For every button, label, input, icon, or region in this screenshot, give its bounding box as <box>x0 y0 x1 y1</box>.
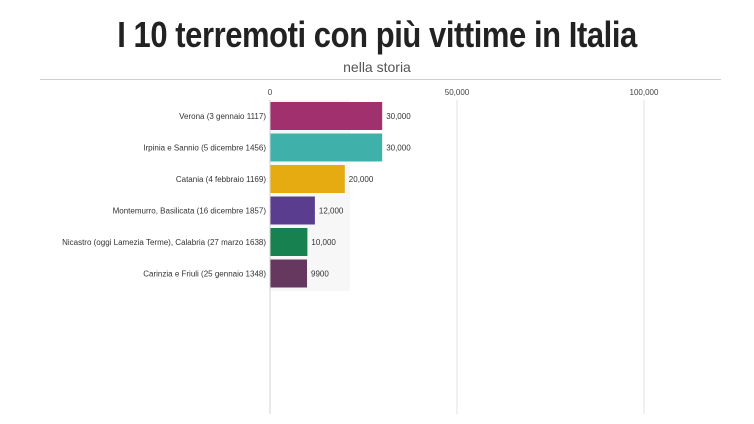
x-tick-label: 50,000 <box>445 88 470 97</box>
value-label: 20,000 <box>349 175 374 184</box>
value-label: 12,000 <box>319 207 344 216</box>
category-label: Verona (3 gennaio 1117) <box>179 112 266 121</box>
bars-background <box>270 100 350 291</box>
category-label: Irpinia e Sannio (5 dicembre 1456) <box>143 144 266 153</box>
value-label: 9900 <box>311 270 329 279</box>
category-label: Carinzia e Friuli (25 gennaio 1348) <box>143 270 266 279</box>
x-tick-label: 100,000 <box>630 88 659 97</box>
bar <box>270 102 383 130</box>
title-divider <box>40 79 721 80</box>
value-label: 10,000 <box>311 238 336 247</box>
category-label: Montemurro, Basilicata (16 dicembre 1857… <box>113 207 267 216</box>
value-label: 30,000 <box>386 112 411 121</box>
value-label: 30,000 <box>386 144 411 153</box>
category-label: Nicastro (oggi Lamezia Terme), Calabria … <box>62 238 266 247</box>
bar <box>270 165 345 193</box>
chart-subtitle: nella storia <box>343 59 411 75</box>
bar <box>270 133 383 162</box>
category-label: Catania (4 febbraio 1169) <box>176 175 266 184</box>
bar <box>270 228 308 256</box>
x-tick-label: 0 <box>268 88 273 97</box>
bar <box>270 259 308 288</box>
bar <box>270 196 315 225</box>
chart-title: I 10 terremoti con più vittime in Italia <box>117 14 637 55</box>
